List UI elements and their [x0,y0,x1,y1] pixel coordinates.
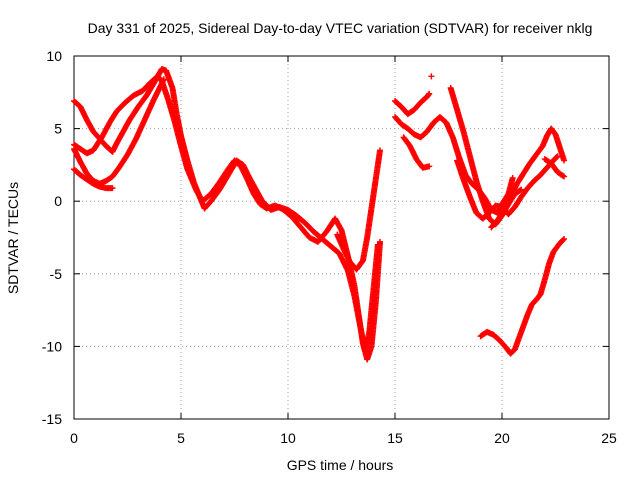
x-tick-label: 0 [70,430,78,446]
data-point [426,90,433,97]
series-track-4 [71,76,167,187]
y-tick-label: -15 [42,411,62,427]
data-point [509,174,516,181]
data-point [109,185,116,192]
y-tick-label: 10 [46,48,62,64]
series-track-12 [488,125,568,231]
plot-frame [73,55,610,420]
y-axis-label: SDTVAR / TECUs [5,182,21,294]
data-point [160,76,167,83]
x-tick-label: 5 [177,430,185,446]
y-tick-label: 0 [54,193,62,209]
data-point [561,157,568,164]
series-track-11 [454,153,561,222]
data-point [377,147,384,154]
series-track-13 [541,156,568,180]
data-point [561,173,568,180]
y-tick-label: -5 [50,266,63,282]
x-axis-label: GPS time / hours [287,457,394,473]
series-track-9 [392,113,516,216]
axis-ticks: 0 5 10 15 20 25 -15 -10 -5 0 5 10 [42,48,617,446]
series-track-6 [392,90,433,118]
data-point [428,73,435,80]
y-tick-label: -10 [42,338,62,354]
series-track-5 [334,147,384,273]
data-point [554,153,561,160]
data-point [560,236,567,243]
chart-title: Day 331 of 2025, Sidereal Day-to-day VTE… [88,20,593,36]
series-track-14 [477,235,568,357]
series-track-2 [71,73,384,363]
data-points [71,66,568,363]
data-point [518,186,525,193]
data-point [425,91,432,98]
data-point [517,187,524,194]
data-point [559,172,566,179]
x-tick-label: 10 [280,430,296,446]
series-track-8 [428,73,435,80]
x-tick-label: 25 [601,430,617,446]
series-track-7 [400,134,433,171]
x-tick-label: 20 [494,430,510,446]
data-point [377,238,384,245]
data-point [561,235,568,242]
data-point [553,154,560,161]
x-tick-label: 15 [387,430,403,446]
y-tick-label: 5 [54,121,62,137]
data-point [426,163,433,170]
